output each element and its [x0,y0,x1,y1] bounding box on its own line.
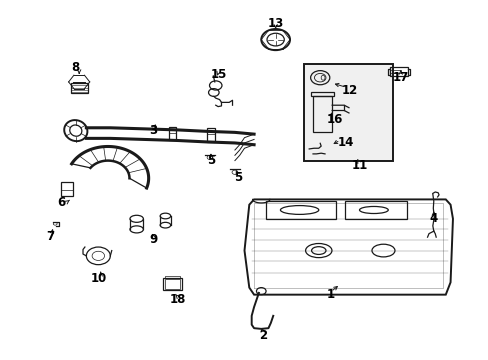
Bar [345,201,407,219]
Text: 3: 3 [149,124,157,137]
Text: 4: 4 [429,212,437,225]
Bar [70,83,88,93]
Text: 17: 17 [392,71,408,84]
Text: 8: 8 [72,60,80,73]
Text: 11: 11 [351,159,367,172]
Text: 15: 15 [210,68,226,81]
Text: 5: 5 [206,154,215,167]
Bar [389,70,400,73]
Bar [61,182,73,196]
Bar [164,279,180,289]
Text: 7: 7 [46,230,54,243]
Text: 2: 2 [258,329,266,342]
Text: 10: 10 [90,271,106,284]
Bar [207,129,214,142]
Text: 6: 6 [57,197,65,210]
Bar [310,92,333,96]
Text: 5: 5 [233,171,242,184]
Text: 9: 9 [149,234,157,247]
Text: 1: 1 [326,288,334,301]
Text: 18: 18 [169,293,185,306]
Text: 13: 13 [267,17,283,30]
Bar [168,127,176,140]
Bar [389,67,407,76]
Bar [265,201,335,219]
Text: 16: 16 [325,113,342,126]
Bar [163,278,182,290]
Text: 12: 12 [341,84,357,96]
Text: 14: 14 [337,136,354,149]
Bar [312,96,331,132]
Bar [304,64,392,161]
